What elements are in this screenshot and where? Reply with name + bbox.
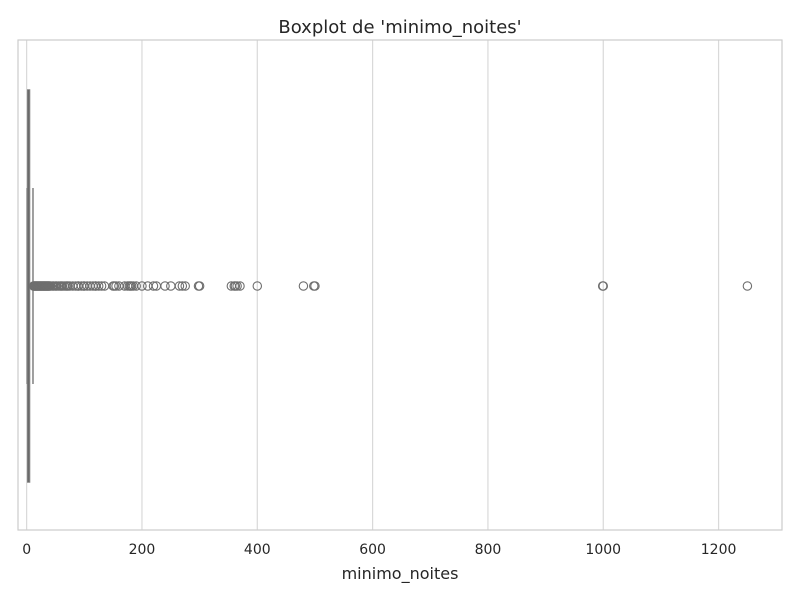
x-tick-label: 600 xyxy=(359,542,386,558)
x-tick-label: 1200 xyxy=(701,542,737,558)
outlier-point xyxy=(742,281,753,291)
x-tick-label: 200 xyxy=(129,542,156,558)
x-tick-label: 1000 xyxy=(585,542,621,558)
outliers-group xyxy=(28,281,753,291)
chart-title: Boxplot de 'minimo_noites' xyxy=(278,17,521,38)
outlier-point xyxy=(148,281,159,291)
outlier-point xyxy=(96,281,107,291)
outlier-point xyxy=(298,281,309,291)
outlier-point xyxy=(177,281,188,291)
outlier-point xyxy=(180,281,190,291)
outlier-point xyxy=(252,281,263,291)
x-axis-label: minimo_noites xyxy=(342,564,459,584)
outlier-point xyxy=(232,281,242,291)
outlier-point xyxy=(235,281,245,291)
x-tick-labels: 0 200 400 600 800 1000 1200 xyxy=(22,542,736,558)
grid-lines xyxy=(26,40,720,530)
outlier-point xyxy=(598,281,609,291)
outlier-point xyxy=(194,281,205,291)
x-tick-label: 0 xyxy=(22,542,31,558)
outlier-point xyxy=(93,281,104,291)
outlier-point xyxy=(137,281,147,291)
outlier-point xyxy=(160,281,170,291)
plot-area-frame xyxy=(17,39,783,531)
x-tick-label: 800 xyxy=(475,542,502,558)
outlier-point xyxy=(131,281,141,291)
x-tick-label: 400 xyxy=(244,542,271,558)
outlier-point xyxy=(310,281,320,291)
outlier-point xyxy=(174,281,185,291)
